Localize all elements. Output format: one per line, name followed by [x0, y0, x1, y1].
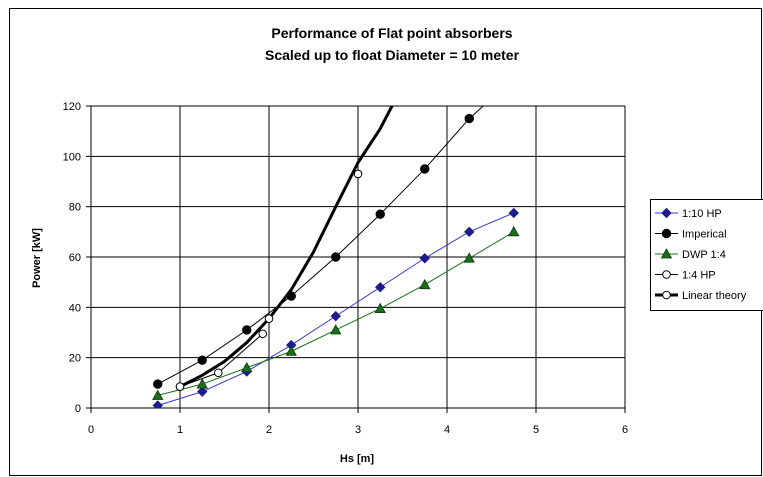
- series-line: [179, 106, 394, 388]
- x-tick-label: 1: [177, 424, 183, 436]
- legend-label: Linear theory: [682, 290, 747, 302]
- y-tick-label: 60: [69, 252, 81, 264]
- legend: 1:10 HP Imperical DWP 1:4 1:4 HP Linear theo…: [650, 199, 763, 311]
- series-1: [153, 106, 484, 389]
- data-point: [508, 207, 519, 219]
- data-point: [374, 302, 386, 313]
- y-tick-label: 40: [69, 302, 81, 314]
- data-point: [330, 310, 341, 322]
- data-point: [419, 253, 430, 264]
- grid: [91, 105, 626, 408]
- legend-item: 1:4 HP: [655, 270, 716, 282]
- x-tick-label: 0: [88, 424, 94, 436]
- data-point: [197, 355, 207, 365]
- legend-label: 1:4 HP: [682, 270, 716, 282]
- y-tick-label: 100: [63, 151, 81, 163]
- data-point: [213, 368, 223, 378]
- x-axis-title: Hs [m]: [340, 453, 375, 465]
- legend-marker: [661, 228, 672, 239]
- chart-title: Performance of Flat point absorbers: [271, 25, 512, 41]
- data-point: [353, 169, 363, 179]
- legend-label: 1:10 HP: [682, 208, 722, 220]
- data-point: [330, 324, 342, 335]
- data-point: [331, 252, 341, 262]
- data-point: [153, 379, 163, 389]
- data-point: [197, 386, 208, 397]
- series-4: [175, 106, 394, 391]
- series-2: [152, 226, 520, 400]
- data-point: [464, 226, 475, 238]
- chart-border: [9, 8, 762, 476]
- data-point: [464, 113, 474, 124]
- data-point: [241, 361, 253, 373]
- y-tick-label: 80: [69, 202, 81, 214]
- data-point: [420, 164, 430, 174]
- data-point: [508, 226, 520, 237]
- y-axis-title: Power [kW]: [31, 228, 43, 288]
- x-tick-label: 4: [444, 424, 450, 436]
- legend-marker: [661, 207, 672, 219]
- chart-subtitle: Scaled up to float Diameter = 10 meter: [265, 47, 520, 63]
- data-point: [196, 378, 208, 389]
- x-tick-label: 5: [533, 424, 539, 436]
- legend-marker: [660, 248, 673, 259]
- data-point: [463, 252, 475, 263]
- y-tick-label: 20: [69, 353, 81, 365]
- x-tick-label: 6: [622, 424, 628, 436]
- legend-label: DWP 1:4: [682, 249, 726, 261]
- data-point: [258, 329, 268, 339]
- x-tick-label: 3: [355, 424, 361, 436]
- data-point: [175, 382, 185, 391]
- data-point: [375, 281, 386, 293]
- x-tick-label: 2: [266, 424, 272, 436]
- legend-item: 1:10 HP: [655, 207, 722, 220]
- legend-marker: [662, 290, 671, 300]
- series-layer: [152, 106, 520, 408]
- legend-item: Imperical: [655, 229, 727, 241]
- legend-marker: [662, 270, 671, 279]
- data-point: [152, 389, 164, 400]
- y-tick-label: 0: [75, 403, 81, 415]
- legend-item: DWP 1:4: [655, 248, 726, 261]
- data-point: [419, 278, 431, 290]
- data-point: [285, 345, 297, 356]
- data-point: [152, 400, 163, 408]
- y-tick-label: 120: [63, 101, 81, 113]
- data-point: [242, 325, 252, 335]
- data-point: [264, 314, 274, 323]
- legend-item: Linear theory: [655, 290, 747, 302]
- data-point: [375, 209, 385, 219]
- legend-label: Imperical: [682, 229, 727, 241]
